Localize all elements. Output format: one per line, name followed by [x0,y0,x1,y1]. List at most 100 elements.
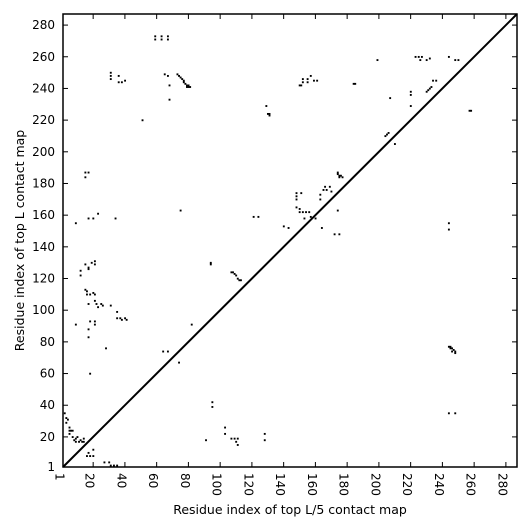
x-tick-label: 1 [53,473,67,481]
contact-point [105,347,107,350]
contact-point [84,263,87,266]
contact-point [74,437,77,440]
contact-point [447,222,450,225]
contact-point [352,82,355,85]
contact-point [263,439,266,442]
contact-point [236,277,239,280]
x-tick-label: 200 [368,473,382,496]
contact-point [266,112,269,115]
contact-point [87,336,90,339]
contact-point [314,217,317,220]
contact-point [449,347,452,350]
contact-point [309,74,312,77]
contact-point [87,266,90,269]
contact-point [74,222,77,225]
contact-point [447,412,450,415]
y-axis-label: Residue index of top L contact map [12,130,27,351]
contact-point [300,84,303,87]
contact-point [338,174,341,177]
y-tick-label: 240 [32,81,55,95]
contact-point [451,350,454,353]
contact-point [470,109,473,112]
contact-point [232,271,234,274]
contact-point [341,176,344,179]
contact-point [166,74,169,77]
contact-point [211,401,214,404]
contact-point [295,206,298,209]
contact-point [409,105,412,107]
contact-point [71,429,74,432]
contact-point [92,217,95,220]
contact-point [263,432,266,435]
y-tick-label: 220 [32,113,55,127]
y-tick-label: 180 [32,176,55,190]
contact-point [387,132,390,134]
contact-point [93,323,96,326]
contact-point [328,185,331,188]
contact-point [93,263,96,266]
contact-point [230,271,233,274]
contact-point [435,79,438,82]
contact-point [108,461,111,464]
contact-point [109,71,112,74]
x-tick-label: 240 [432,473,446,496]
contact-point [354,82,357,85]
contact-point [425,90,428,93]
data-points [63,35,473,467]
x-tick-label: 280 [495,473,509,496]
contact-point [338,233,341,236]
contact-point [93,299,96,302]
contact-point [84,176,87,179]
contact-point [306,78,309,81]
contact-point [451,347,454,350]
contact-point [186,84,188,87]
contact-point [252,215,255,218]
contact-point [81,440,84,443]
contact-point [166,35,169,38]
contact-point [114,217,117,220]
contact-point [92,291,95,294]
contact-point [376,59,379,62]
contact-point [89,455,92,457]
contact-point [295,195,298,198]
contact-point [68,429,71,432]
contact-point [82,440,85,443]
contact-point [205,439,207,442]
contact-point [184,82,187,85]
contact-point [301,78,304,81]
contact-point [93,320,96,323]
contact-point [87,328,90,331]
x-tick-label: 140 [273,473,287,496]
contact-point [384,135,387,138]
contact-point [109,74,112,77]
contact-point [301,211,304,214]
y-tick-label: 60 [40,367,55,381]
contact-point [68,432,71,435]
contact-point [79,274,82,277]
contact-point [117,74,120,77]
contact-point [178,361,180,364]
contact-point [97,306,100,309]
y-tick-label: 160 [32,208,55,222]
contact-point [179,209,182,212]
contact-point [452,349,455,351]
contact-point [70,429,73,432]
contact-point [300,192,303,195]
contact-point [71,436,74,438]
contact-point [338,176,341,179]
contact-point [87,171,90,174]
contact-point [305,211,307,214]
contact-point [428,57,431,60]
contact-point [87,217,90,220]
contact-point [240,279,242,282]
contact-point [125,318,128,321]
contact-point [409,90,412,93]
contact-point [179,76,182,79]
contact-point [87,268,90,271]
contact-point [301,81,304,84]
x-axis-label: Residue index of top L/5 contact map [173,502,407,517]
contact-point [120,318,123,321]
contact-point [68,426,71,429]
